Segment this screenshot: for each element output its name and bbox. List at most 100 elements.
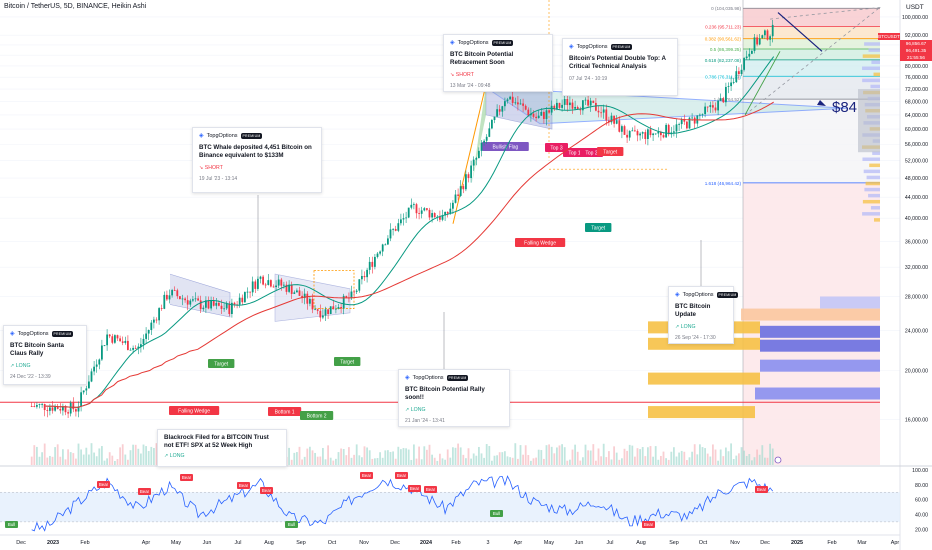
volume-bar — [657, 459, 660, 465]
signal-tag[interactable] — [138, 488, 151, 495]
pattern-tag[interactable] — [482, 142, 529, 151]
signal-tag[interactable] — [408, 485, 421, 492]
candle-body — [80, 392, 82, 407]
pattern-tag[interactable] — [597, 147, 624, 156]
signal-tag[interactable] — [490, 510, 503, 517]
price-tick-label: 56,000.00 — [905, 142, 928, 148]
author-name: TopgOptions — [206, 132, 238, 139]
signal-tag[interactable] — [395, 472, 408, 479]
volume-bar — [621, 458, 623, 465]
volume-bar — [38, 456, 41, 465]
signal-tag[interactable] — [755, 486, 768, 493]
candle-body — [106, 334, 108, 346]
pattern-tag[interactable] — [585, 223, 612, 232]
candle-body — [405, 217, 407, 219]
candle-body — [275, 285, 277, 288]
pattern-tag[interactable] — [334, 357, 361, 366]
candle-body — [550, 105, 553, 113]
signal-tag[interactable] — [360, 472, 373, 479]
price-tick-label: 48,000.00 — [905, 176, 928, 182]
price-unit-label[interactable]: USDT — [906, 4, 924, 11]
pattern-tag[interactable] — [515, 238, 566, 247]
volume-profile-bar — [862, 212, 880, 216]
volume-bar — [108, 452, 111, 465]
volume-bar — [647, 447, 649, 465]
volume-bar — [340, 448, 342, 465]
candle-body — [90, 371, 93, 382]
idea-card[interactable]: Blackrock Filed for a BITCOIN Trust not … — [157, 429, 287, 467]
idea-title[interactable]: BTC Bitcoin Update — [675, 303, 711, 318]
volume-bar — [405, 448, 407, 465]
projection-arrow[interactable] — [777, 12, 823, 52]
idea-date: 26 Sep '24 - 17:30 — [675, 335, 716, 341]
volume-bar — [506, 456, 509, 465]
volume-bar — [725, 447, 727, 465]
candle-body — [415, 204, 418, 214]
signal-tag[interactable] — [424, 486, 437, 493]
pattern-tag[interactable] — [169, 406, 220, 415]
candle-body — [228, 303, 231, 314]
candle-body — [431, 213, 433, 218]
pattern-tag[interactable] — [268, 407, 302, 416]
volume-bar — [511, 457, 514, 465]
price-tick-label: 20,000.00 — [905, 368, 928, 374]
volume-bar — [41, 452, 43, 465]
time-tick-label: 2023 — [47, 540, 59, 546]
author-name: TopgOptions — [457, 39, 489, 46]
signal-tag[interactable] — [180, 474, 193, 481]
pattern-tag[interactable] — [300, 411, 334, 420]
candle-body — [454, 194, 457, 203]
candle-body — [660, 131, 662, 136]
event-marker-icon[interactable] — [774, 456, 782, 464]
candle-body — [249, 291, 251, 293]
signal-tag[interactable] — [237, 482, 250, 489]
volume-bar — [428, 444, 431, 465]
idea-card[interactable]: ◈ TopgOptions PREMIUM BTC Bitcoin Update ↗… — [668, 286, 739, 344]
candle-body — [98, 359, 101, 365]
idea-card[interactable]: ◈ TopgOptions PREMIUM BTC Bitcoin Potentia… — [443, 34, 553, 92]
candle-body — [202, 307, 205, 310]
candle-body — [101, 345, 103, 360]
candle-body — [36, 405, 38, 407]
volume-bar — [327, 445, 329, 465]
pattern-tag[interactable] — [208, 359, 235, 368]
fib-level-label: 0.382 (90,561.62) — [705, 37, 742, 42]
candle-body — [727, 86, 730, 87]
idea-card[interactable]: ◈ TopgOptions PREMIUM BTC Bitcoin Potentia… — [398, 369, 510, 427]
candle-body — [439, 216, 441, 220]
candle-body — [233, 302, 236, 305]
volume-bar — [553, 453, 556, 465]
volume-bar — [119, 447, 121, 465]
idea-title[interactable]: BTC Bitcoin Potential Retracement Soon — [450, 51, 514, 66]
price-tag — [900, 47, 932, 54]
volume-bar — [496, 455, 498, 465]
volume-bar — [80, 449, 82, 465]
candle-body — [301, 295, 303, 299]
volume-bar — [150, 446, 153, 465]
idea-card[interactable]: ◈ TopgOptions PREMIUM Bitcoin's Potential … — [562, 38, 678, 96]
idea-title[interactable]: BTC Whale deposited 4,451 Bitcoin on Bin… — [199, 144, 312, 159]
candle-body — [197, 298, 199, 301]
volume-bar — [296, 452, 298, 465]
signal-tag[interactable] — [260, 487, 273, 494]
signal-tag[interactable] — [5, 521, 18, 528]
idea-title[interactable]: Blackrock Filed for a BITCOIN Trust not … — [164, 434, 269, 449]
volume-bar — [436, 460, 439, 465]
candle-body — [220, 305, 223, 309]
volume-bar — [706, 453, 709, 465]
idea-card[interactable]: ◈ TopgOptions PREMIUM BTC Whale deposited … — [192, 127, 322, 193]
volume-profile-bar — [866, 175, 880, 180]
volume-bar — [332, 460, 335, 465]
volume-bar — [88, 454, 90, 465]
candle-body — [714, 107, 717, 111]
volume-bar — [441, 458, 444, 465]
signal-tag[interactable] — [642, 521, 655, 528]
pattern-tag[interactable] — [545, 143, 568, 152]
signal-tag[interactable] — [285, 521, 298, 528]
idea-title[interactable]: Bitcoin's Potential Double Top: A Critic… — [569, 55, 666, 70]
idea-title[interactable]: BTC Bitcoin Santa Claus Rally — [10, 342, 64, 357]
idea-card[interactable]: ◈ TopgOptions PREMIUM BTC Bitcoin Santa Cl… — [3, 325, 87, 385]
signal-tag[interactable] — [97, 481, 110, 488]
idea-title[interactable]: BTC Bitcoin Potential Rally soon!! — [405, 386, 485, 401]
volume-bar — [433, 457, 436, 465]
